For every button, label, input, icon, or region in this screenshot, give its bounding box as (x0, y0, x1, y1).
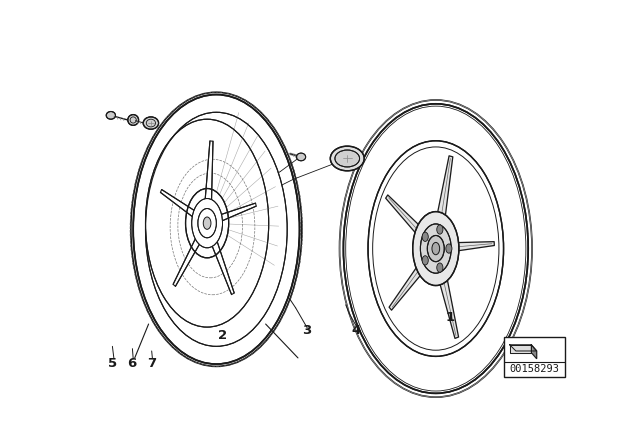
Polygon shape (204, 221, 234, 295)
Polygon shape (509, 345, 537, 351)
Ellipse shape (413, 211, 459, 285)
Text: 3: 3 (302, 324, 311, 337)
Text: 5: 5 (108, 357, 117, 370)
Ellipse shape (432, 242, 440, 255)
Ellipse shape (192, 198, 223, 248)
Ellipse shape (436, 263, 443, 272)
Ellipse shape (446, 244, 452, 253)
Ellipse shape (335, 150, 360, 167)
Text: 1: 1 (445, 311, 454, 324)
Ellipse shape (368, 141, 504, 356)
Text: 2: 2 (218, 329, 227, 342)
Text: 6: 6 (127, 357, 136, 370)
Ellipse shape (330, 146, 364, 171)
Polygon shape (389, 244, 439, 310)
Polygon shape (204, 141, 213, 224)
Ellipse shape (131, 92, 302, 366)
Ellipse shape (420, 224, 451, 273)
Text: 7: 7 (147, 357, 156, 370)
Ellipse shape (143, 117, 159, 129)
Text: 00158293: 00158293 (509, 365, 559, 375)
Ellipse shape (128, 115, 139, 125)
Polygon shape (431, 247, 459, 338)
Polygon shape (173, 220, 210, 286)
Ellipse shape (145, 119, 269, 327)
Ellipse shape (344, 104, 528, 393)
Ellipse shape (186, 189, 228, 258)
Polygon shape (435, 241, 494, 254)
Ellipse shape (106, 112, 115, 119)
Polygon shape (386, 195, 439, 253)
Polygon shape (431, 156, 453, 250)
Ellipse shape (340, 100, 532, 397)
Polygon shape (531, 345, 537, 359)
Ellipse shape (133, 95, 300, 364)
Ellipse shape (198, 208, 216, 238)
Ellipse shape (296, 153, 306, 161)
Ellipse shape (422, 256, 428, 265)
Polygon shape (509, 345, 531, 353)
Ellipse shape (145, 112, 287, 346)
Polygon shape (206, 203, 256, 227)
Ellipse shape (422, 232, 428, 241)
Ellipse shape (436, 225, 443, 234)
Ellipse shape (204, 217, 211, 229)
Text: 4: 4 (352, 324, 361, 337)
Bar (504, 337, 565, 377)
Ellipse shape (428, 236, 444, 262)
Polygon shape (161, 190, 209, 227)
